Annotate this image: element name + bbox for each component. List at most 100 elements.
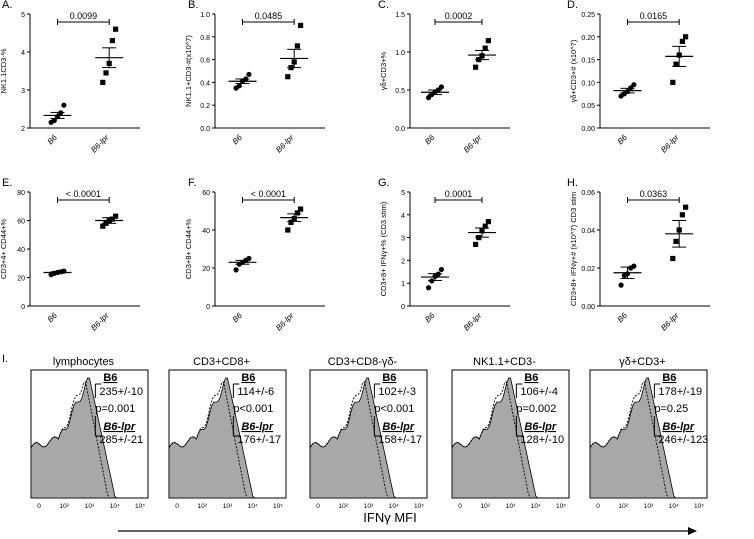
data-point-b6-lpr — [673, 61, 679, 67]
histogram-p-value: p=0.25 — [654, 403, 688, 415]
data-point-b6 — [233, 267, 239, 273]
data-point-b6-lpr — [109, 216, 115, 222]
data-point-b6 — [631, 263, 637, 269]
x-category-label: B6-lpr — [659, 311, 681, 333]
data-point-b6 — [246, 71, 252, 78]
b6-label: B6 — [382, 372, 396, 384]
data-point-b6 — [236, 83, 242, 89]
x-category-label: B6 — [46, 133, 60, 147]
histogram-x-tick: 0 — [596, 503, 600, 510]
b6-lpr-label: B6-lpr — [241, 421, 274, 433]
data-point-b6-lpr — [103, 70, 109, 76]
data-point-b6-lpr — [670, 79, 676, 85]
y-tick-label: 0.8 — [200, 35, 210, 42]
y-tick-label: 0.5 — [395, 88, 405, 95]
y-tick-label: 0.02 — [581, 266, 595, 273]
data-point-b6-lpr — [100, 223, 106, 229]
x-category-label: B6-lpr — [89, 133, 111, 155]
histogram-x-tick: 10⁴ — [669, 503, 679, 510]
histogram-title: NK1.1+CD3- — [473, 356, 536, 368]
histogram-p-value: p=0.002 — [516, 403, 556, 415]
histogram-b6 — [168, 381, 286, 499]
b6-lpr-mfi: 176+/-17 — [237, 434, 281, 446]
p-value-label: < 0.0001 — [66, 189, 101, 199]
p-value-label: 0.0001 — [445, 189, 473, 199]
histogram-title: CD3+CD8-γδ- — [328, 356, 398, 368]
data-point-b6-lpr — [683, 34, 689, 40]
b6-label: B6 — [524, 372, 538, 384]
y-tick-label: 3 — [21, 88, 25, 95]
data-point-b6-lpr — [679, 212, 685, 218]
histogram-x-tick: 10⁵ — [556, 503, 566, 510]
histogram-x-tick: 10² — [60, 503, 70, 510]
data-point-b6-lpr — [285, 74, 291, 80]
y-tick-label: 40 — [202, 228, 210, 235]
x-category-label: B6-lpr — [274, 133, 296, 155]
y-tick-label: 0 — [21, 304, 25, 311]
y-tick-label: 5 — [21, 12, 25, 19]
x-category-label: B6 — [423, 133, 437, 147]
data-point-b6-lpr — [482, 45, 488, 51]
x-category-label: B6 — [616, 133, 630, 147]
histogram-x-tick: 10³ — [506, 503, 516, 510]
data-point-b6 — [61, 102, 67, 108]
b6-lpr-label: B6-lpr — [662, 421, 695, 433]
y-tick-label: 0 — [206, 304, 210, 311]
y-tick-label: 0.04 — [581, 228, 595, 235]
b6-lpr-mfi: 285+/-21 — [99, 434, 143, 446]
y-tick-label: 3 — [401, 236, 405, 243]
y-tick-label: 4 — [401, 213, 405, 220]
y-tick-label: 0.05 — [581, 103, 595, 110]
histogram-title: lymphocytes — [53, 356, 115, 368]
histogram-b6 — [309, 381, 427, 499]
y-tick-label: 0.0 — [395, 126, 405, 133]
b6-mfi: 178+/-19 — [658, 386, 702, 398]
panel-letter: C. — [378, 0, 389, 11]
y-tick-label: 2 — [401, 258, 405, 265]
data-point-b6-lpr — [673, 238, 679, 244]
histogram-x-tick: 10² — [198, 503, 208, 510]
histogram-x-tick: 0 — [37, 503, 41, 510]
p-value-label: 0.0165 — [640, 11, 668, 21]
data-point-b6-lpr — [485, 219, 491, 225]
data-point-b6-lpr — [288, 219, 294, 225]
y-tick-label: 1.0 — [395, 50, 405, 57]
panel-letter: A. — [2, 0, 12, 11]
histogram-p-value: p<0.001 — [374, 403, 414, 415]
x-category-label: B6 — [46, 311, 60, 325]
histogram-b6 — [30, 381, 148, 499]
x-category-label: B6-lpr — [274, 311, 296, 333]
y-tick-label: 0.15 — [581, 58, 595, 65]
histogram-x-tick: 10² — [619, 503, 629, 510]
data-point-b6-lpr — [294, 210, 300, 216]
b6-lpr-label: B6-lpr — [103, 421, 136, 433]
x-category-label: B6 — [423, 311, 437, 325]
arrow-head — [688, 527, 697, 535]
y-axis-label: CD3+4+ CD44+% — [0, 219, 8, 280]
y-tick-label: 4 — [21, 50, 25, 57]
b6-lpr-mfi: 158+/-17 — [378, 434, 422, 446]
data-point-b6-lpr — [473, 64, 479, 70]
x-category-label: B6-lpr — [462, 133, 484, 155]
b6-mfi: 235+/-10 — [99, 386, 143, 398]
y-tick-label: 0.4 — [200, 80, 210, 87]
p-value-label: 0.0099 — [70, 11, 98, 21]
b6-label: B6 — [662, 372, 676, 384]
x-category-label: B6-lpr — [659, 133, 681, 155]
y-tick-label: 0.06 — [581, 190, 595, 197]
data-point-b6-lpr — [100, 79, 106, 85]
y-tick-label: 60 — [17, 219, 25, 226]
data-point-b6 — [438, 84, 444, 90]
histogram-x-tick: 0 — [458, 503, 462, 510]
p-value-label: < 0.0001 — [251, 189, 286, 199]
b6-label: B6 — [241, 372, 255, 384]
histogram-p-value: p<0.001 — [233, 403, 273, 415]
y-tick-label: 20 — [17, 276, 25, 283]
y-axis-label: γδ+CD3+% — [379, 51, 388, 90]
histogram-b6 — [589, 381, 707, 499]
data-point-b6-lpr — [482, 223, 488, 229]
y-tick-label: 2 — [21, 126, 25, 133]
y-tick-label: 40 — [17, 247, 25, 254]
b6-lpr-mfi: 128+/-10 — [520, 434, 564, 446]
y-tick-label: 0.20 — [581, 35, 595, 42]
